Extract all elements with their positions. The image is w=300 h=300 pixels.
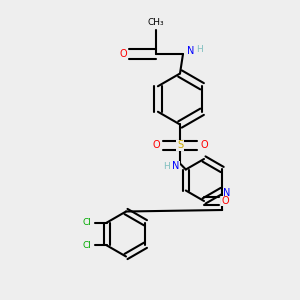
Text: S: S [177,140,183,151]
Text: H: H [163,162,170,171]
Text: O: O [200,140,208,151]
Text: H: H [196,45,203,54]
Text: Cl: Cl [82,241,91,250]
Text: N: N [187,46,194,56]
Text: N: N [172,161,179,172]
Text: Cl: Cl [82,218,91,227]
Text: CH₃: CH₃ [148,18,164,27]
Text: N: N [223,188,230,199]
Text: O: O [152,140,160,151]
Text: O: O [119,49,127,59]
Text: O: O [221,196,229,206]
